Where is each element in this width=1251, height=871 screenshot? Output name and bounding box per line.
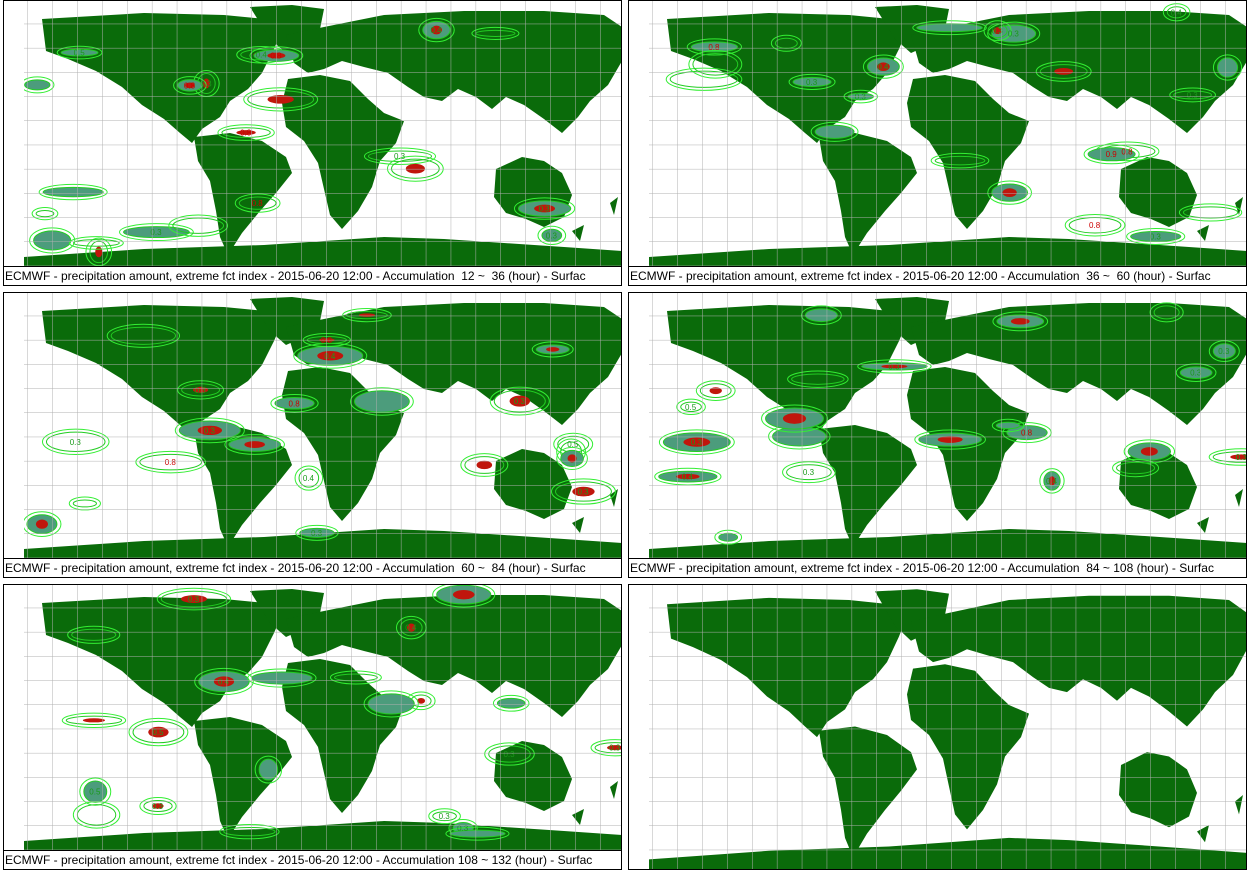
map-panel: 0.30.80.40.30.80.50.30.80.40.30.80.3ECMW… <box>3 0 622 286</box>
grid <box>649 585 1247 869</box>
map-panel: 0.30.80.30.40.30.80.50.30.40.30.80.3ECMW… <box>3 292 622 578</box>
map-panel <box>628 584 1247 870</box>
panel-border <box>628 292 1247 578</box>
panel-border <box>3 584 622 870</box>
caption: ECMWF - precipitation amount, extreme fc… <box>630 269 1211 283</box>
grid <box>24 293 622 558</box>
caption: ECMWF - precipitation amount, extreme fc… <box>5 269 586 283</box>
grid <box>24 585 622 850</box>
grid <box>24 1 622 266</box>
caption: ECMWF - precipitation amount, extreme fc… <box>630 561 1214 575</box>
caption: ECMWF - precipitation amount, extreme fc… <box>5 561 586 575</box>
map-panel: 0.30.40.30.50.30.80.30.40.30.3ECMWF - pr… <box>628 292 1247 578</box>
panel-border <box>3 0 622 286</box>
panel-border <box>628 584 1247 870</box>
grid <box>649 1 1247 266</box>
panel-border <box>628 0 1247 286</box>
map-panel: 0.30.50.30.40.30.30.50.30.40.3ECMWF - pr… <box>3 584 622 870</box>
map-panel: 0.30.80.30.40.80.30.90.30.80.30.40.3ECMW… <box>628 0 1247 286</box>
grid <box>649 293 1247 558</box>
panel-border <box>3 292 622 578</box>
caption: ECMWF - precipitation amount, extreme fc… <box>5 853 592 867</box>
